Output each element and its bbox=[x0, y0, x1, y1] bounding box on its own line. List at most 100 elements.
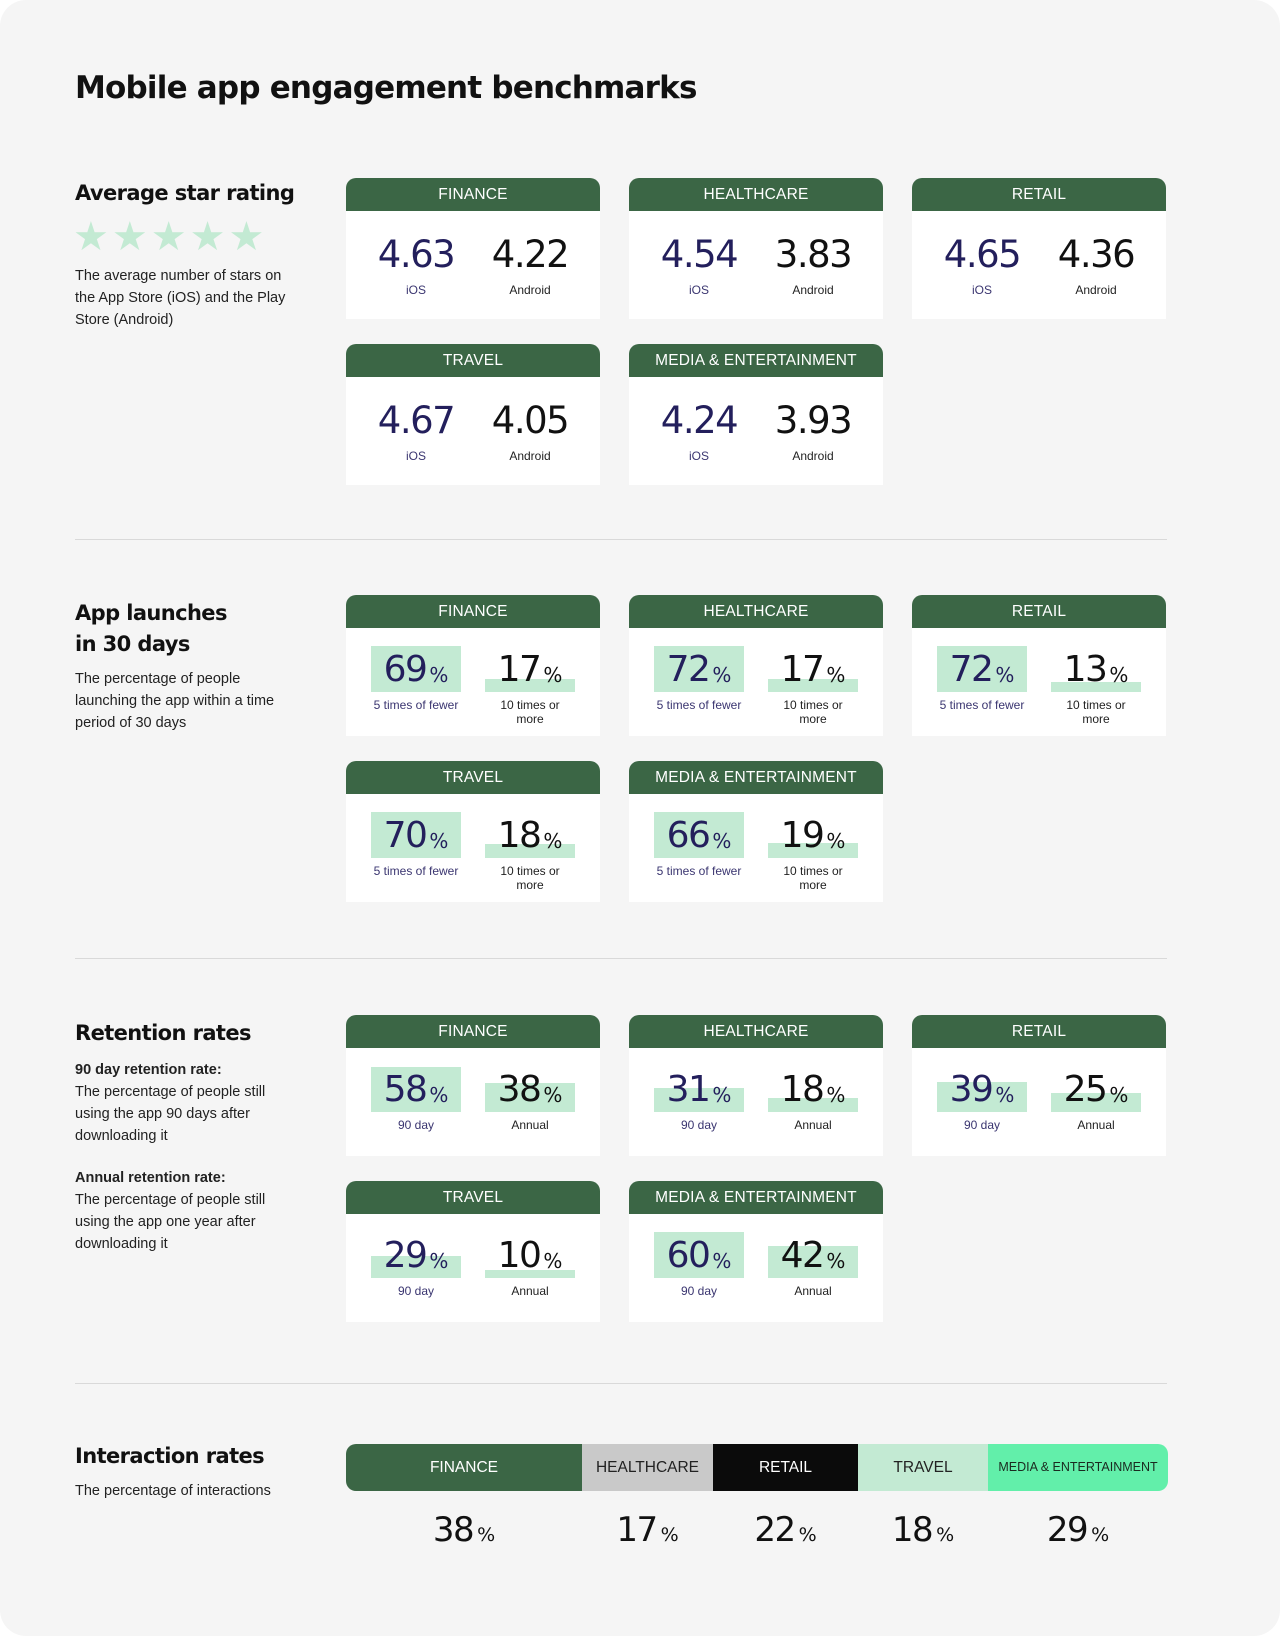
value-bar bbox=[768, 1246, 858, 1278]
section-info: Interaction rates The percentage of inte… bbox=[75, 1441, 315, 1502]
metric-b: 3.83 Android bbox=[768, 231, 858, 297]
percent-sign: % bbox=[995, 663, 1015, 687]
percent-sign: % bbox=[712, 1083, 732, 1107]
value-number: 17 bbox=[616, 1510, 658, 1550]
metric-value: 4.63 bbox=[371, 231, 461, 277]
metric-label: 5 times of fewer bbox=[373, 864, 459, 878]
metric-label: Android bbox=[792, 283, 834, 297]
metric-label: 90 day bbox=[397, 1118, 435, 1132]
definition-title: 90 day retention rate: bbox=[75, 1062, 222, 1078]
metric-value: 72 % bbox=[937, 646, 1027, 692]
metric-value: 10 % bbox=[485, 1232, 575, 1278]
metric-value: 19 % bbox=[768, 812, 858, 858]
card-media-entertainment: MEDIA & ENTERTAINMENT 4.24 iOS 3.93 Andr… bbox=[629, 344, 883, 485]
value-number: 18 bbox=[497, 815, 542, 856]
metric-label: 90 day bbox=[963, 1118, 1001, 1132]
card-retail: RETAIL 72 % 5 times of fewer 13 % 10 tim… bbox=[912, 595, 1166, 736]
value-number: 72 bbox=[949, 649, 994, 690]
card-body: 29 % 90 day 10 % Annual bbox=[346, 1214, 600, 1322]
card-header: HEALTHCARE bbox=[629, 178, 883, 211]
percent-sign: % bbox=[1109, 1083, 1129, 1107]
metric-a: 4.63 iOS bbox=[371, 231, 461, 297]
value-bar bbox=[1051, 1093, 1141, 1112]
value-number: 25 bbox=[1063, 1069, 1108, 1110]
value-bar bbox=[768, 843, 858, 858]
definition-90-day: 90 day retention rate: The percentage of… bbox=[75, 1059, 290, 1147]
percent-sign: % bbox=[826, 1083, 846, 1107]
card-body: 4.65 iOS 4.36 Android bbox=[912, 211, 1166, 319]
metric-label: 5 times of fewer bbox=[939, 698, 1025, 712]
metric-label: Annual bbox=[1077, 1118, 1115, 1132]
metric-a: 60 % 90 day bbox=[654, 1232, 744, 1298]
metric-label: 10 times or more bbox=[1066, 698, 1126, 726]
card-body: 4.54 iOS 3.83 Android bbox=[629, 211, 883, 319]
percent-sign: % bbox=[660, 1524, 679, 1546]
metric-label: 5 times of fewer bbox=[373, 698, 459, 712]
metric-label: 5 times of fewer bbox=[656, 864, 742, 878]
percent-sign: % bbox=[429, 1249, 449, 1273]
card-header: FINANCE bbox=[346, 1015, 600, 1048]
percent-sign: % bbox=[429, 1083, 449, 1107]
value-number: 4.67 bbox=[377, 399, 456, 442]
section-info: App launches in 30 days The percentage o… bbox=[75, 598, 315, 734]
metric-a: 31 % 90 day bbox=[654, 1066, 744, 1132]
card-header: MEDIA & ENTERTAINMENT bbox=[629, 1181, 883, 1214]
metric-label: 90 day bbox=[680, 1284, 718, 1298]
card-retail: RETAIL 39 % 90 day 25 % Annual bbox=[912, 1015, 1166, 1156]
metric-b: 42 % Annual bbox=[768, 1232, 858, 1298]
metric-b: 13 % 10 times or more bbox=[1051, 646, 1141, 726]
section-info: Retention rates 90 day retention rate: T… bbox=[75, 1018, 315, 1255]
value-bar bbox=[654, 646, 744, 692]
value-number: 4.63 bbox=[377, 233, 456, 276]
card-body: 66 % 5 times of fewer 19 % 10 times or m… bbox=[629, 794, 883, 902]
value-number: 4.36 bbox=[1057, 233, 1136, 276]
value-number: 39 bbox=[949, 1069, 994, 1110]
value-number: 60 bbox=[666, 1235, 711, 1276]
definition-annual: Annual retention rate: The percentage of… bbox=[75, 1167, 290, 1255]
value-number: 4.05 bbox=[491, 399, 570, 442]
metric-label: Android bbox=[792, 449, 834, 463]
card-media-entertainment: MEDIA & ENTERTAINMENT 60 % 90 day 42 % A… bbox=[629, 1181, 883, 1322]
card-body: 72 % 5 times of fewer 13 % 10 times or m… bbox=[912, 628, 1166, 736]
value-number: 13 bbox=[1063, 649, 1108, 690]
value-number: 17 bbox=[780, 649, 825, 690]
metric-a: 4.67 iOS bbox=[371, 397, 461, 463]
card-body: 39 % 90 day 25 % Annual bbox=[912, 1048, 1166, 1156]
card-body: 4.63 iOS 4.22 Android bbox=[346, 211, 600, 319]
value-bar bbox=[485, 679, 575, 692]
metric-label: iOS bbox=[405, 283, 426, 297]
metric-label: Android bbox=[509, 283, 551, 297]
value-number: 19 bbox=[780, 815, 825, 856]
value-bar bbox=[371, 1256, 461, 1278]
metric-b: 4.22 Android bbox=[485, 231, 575, 297]
value-number: 3.93 bbox=[774, 399, 853, 442]
metric-label: iOS bbox=[688, 449, 709, 463]
metric-b: 10 % Annual bbox=[485, 1232, 575, 1298]
interaction-value: 17% bbox=[582, 1510, 713, 1550]
metric-a: 29 % 90 day bbox=[371, 1232, 461, 1298]
metric-value: 72 % bbox=[654, 646, 744, 692]
metric-label: Annual bbox=[511, 1118, 549, 1132]
value-bar bbox=[371, 646, 461, 692]
card-body: 4.67 iOS 4.05 Android bbox=[346, 377, 600, 485]
value-number: 38 bbox=[432, 1510, 475, 1550]
interaction-stacked-bar: FINANCE HEALTHCARE RETAIL TRAVEL MEDIA & ENT… bbox=[346, 1444, 1168, 1491]
metric-value: 69 % bbox=[371, 646, 461, 692]
section-title: Retention rates bbox=[75, 1021, 251, 1045]
metric-value: 17 % bbox=[768, 646, 858, 692]
value-number: 3.83 bbox=[774, 233, 853, 276]
percent-sign: % bbox=[1109, 663, 1129, 687]
metric-value: 25 % bbox=[1051, 1066, 1141, 1112]
metric-a: 4.54 iOS bbox=[654, 231, 744, 297]
value-number: 29 bbox=[1046, 1510, 1089, 1550]
value-bar bbox=[371, 1067, 461, 1112]
value-bar bbox=[937, 1082, 1027, 1112]
value-number: 31 bbox=[666, 1069, 711, 1110]
card-header: RETAIL bbox=[912, 1015, 1166, 1048]
value-bar bbox=[485, 1083, 575, 1112]
value-bar bbox=[485, 1270, 575, 1278]
metric-value: 4.05 bbox=[485, 397, 575, 443]
definition-text: The percentage of people still using the… bbox=[75, 1084, 266, 1144]
value-number: 18 bbox=[780, 1069, 825, 1110]
